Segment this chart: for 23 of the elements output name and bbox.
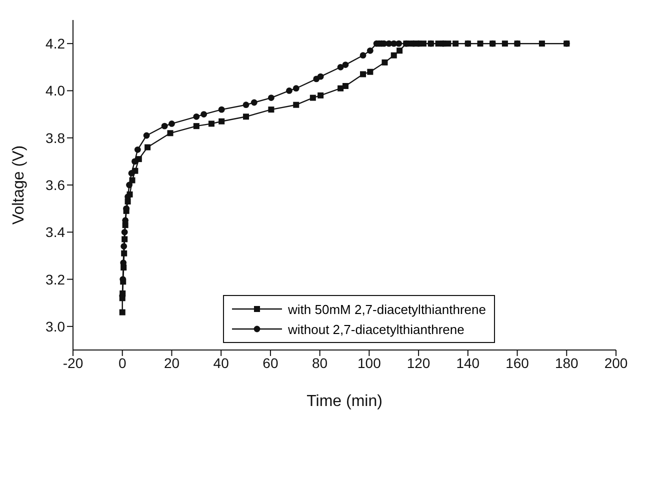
x-tick-label: 60 [262,354,278,371]
x-tick-label: 120 [406,354,430,371]
y-tick-label: 3.8 [46,130,66,146]
legend-label: with 50mM 2,7-diacetylthianthrene [288,302,486,316]
x-tick-label: 0 [118,354,126,371]
x-tick-label: 100 [358,354,382,371]
x-tick-label: 200 [604,354,628,371]
x-tick-label: 140 [456,354,480,371]
y-tick-label: 4.2 [46,36,66,52]
x-tick-label: 180 [554,354,579,371]
x-tick-label: 80 [312,354,328,371]
x-tick-label: 20 [164,354,180,371]
legend-label: without 2,7-diacetylthianthrene [288,322,464,336]
y-tick-label: 4.0 [46,82,66,99]
x-axis-title: Time (min) [306,393,382,410]
y-tick-label: 3.0 [46,318,66,334]
x-tick-label: 160 [506,354,530,371]
y-tick-label: 3.6 [46,176,66,193]
y-tick-label: 3.2 [46,271,66,288]
x-tick-label: -20 [62,354,84,371]
y-axis-title: Voltage (V) [10,145,28,225]
x-tick-label: 40 [213,354,230,371]
y-tick-label: 3.4 [46,224,66,240]
